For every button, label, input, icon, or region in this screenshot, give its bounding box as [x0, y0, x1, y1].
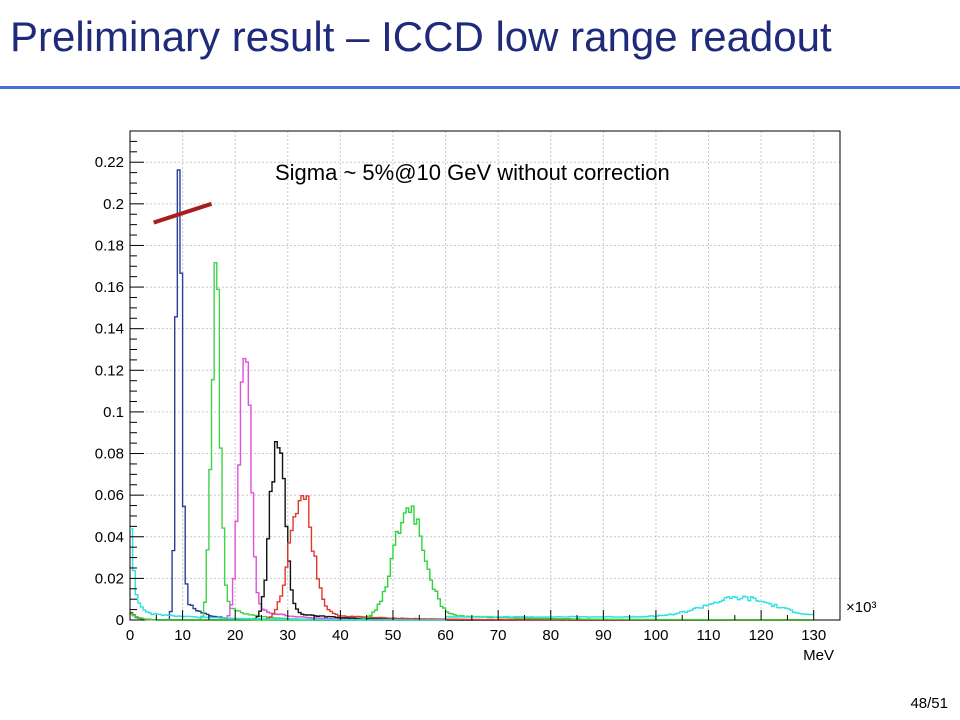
y-tick-label: 0.12: [95, 362, 124, 379]
y-tick-label: 0.14: [95, 321, 124, 338]
x-tick-label: 60: [437, 627, 454, 644]
x-tick-label: 70: [490, 627, 507, 644]
annotation-line: [153, 201, 213, 225]
x-tick-label: 130: [801, 627, 826, 644]
series-layer: [130, 169, 814, 621]
y-tick-label: 0.1: [103, 404, 124, 421]
x-tick-label: 30: [279, 627, 296, 644]
x-tick-label: 10: [174, 627, 191, 644]
histogram-series-1: [130, 169, 814, 621]
y-tick-label: 0.22: [95, 154, 124, 171]
page-number: 48/51: [910, 695, 948, 712]
x-tick-label: 50: [385, 627, 402, 644]
x-tick-label: 120: [749, 627, 774, 644]
y-tick-label: 0.18: [95, 237, 124, 254]
y-tick-label: 0.02: [95, 570, 124, 587]
x-tick-label: 80: [542, 627, 559, 644]
tick-labels: 0 10 20 30 40 50 60 70 80 90 100 110 120 130 0 0.02 0.04…: [95, 154, 826, 644]
title-underline: [0, 86, 960, 89]
y-tick-label: 0.16: [95, 279, 124, 296]
x-tick-label: 100: [643, 627, 668, 644]
y-tick-label: 0.06: [95, 487, 124, 504]
x-tick-label: 110: [697, 627, 721, 644]
slide-title: Preliminary result – ICCD low range read…: [10, 13, 832, 60]
histogram-series-7: [130, 528, 814, 621]
axis-ticks: [129, 140, 815, 621]
plot-frame: [129, 130, 841, 621]
y-tick-label: 0.04: [95, 529, 124, 546]
histogram-series-2: [130, 261, 814, 621]
x-tick-label: 40: [332, 627, 349, 644]
sigma-annotation: Sigma ~ 5%@10 GeV without correction: [275, 160, 670, 185]
x-tick-label: 90: [595, 627, 612, 644]
x-tick-label: 20: [227, 627, 244, 644]
x-axis-multiplier: ×10³: [846, 599, 876, 616]
x-tick-label: 0: [126, 627, 134, 644]
grid-lines: [130, 131, 840, 620]
histogram-series-3: [130, 357, 814, 621]
y-tick-label: 0.08: [95, 446, 124, 463]
y-tick-label: 0: [116, 612, 124, 629]
x-axis-title: MeV: [803, 647, 834, 664]
y-tick-label: 0.2: [103, 196, 124, 213]
